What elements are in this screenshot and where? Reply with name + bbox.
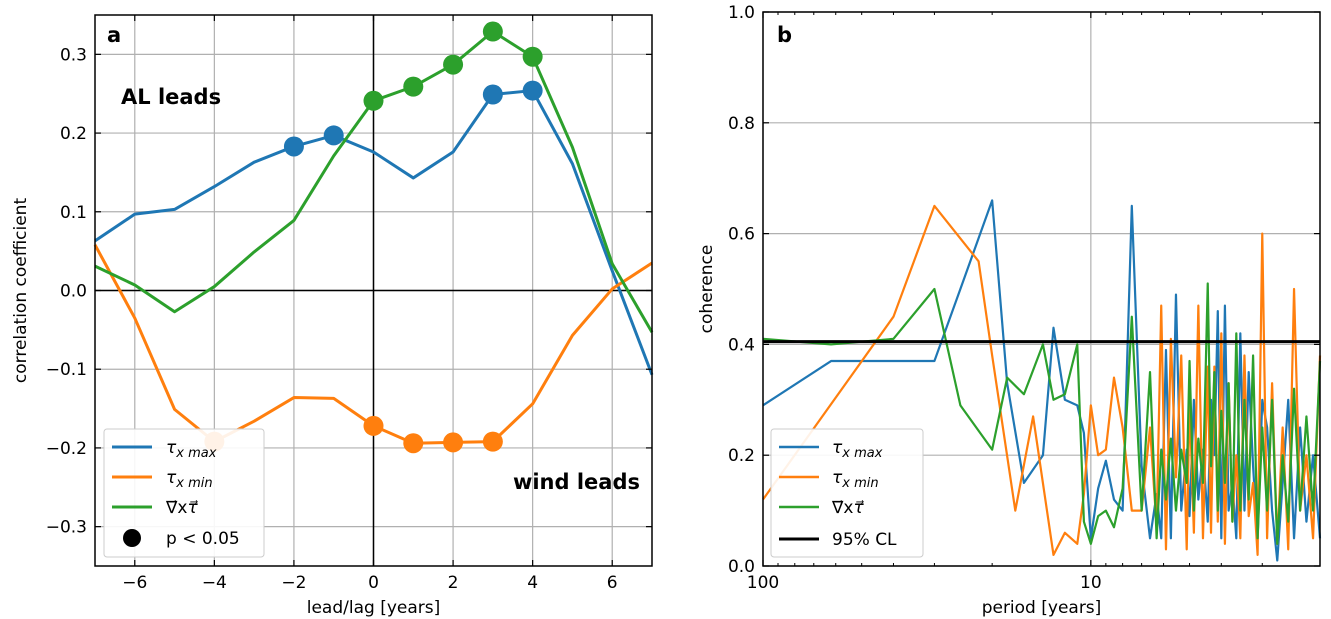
- a-legend: τx max τx min ∇⃗xτ⃗ p < 0.05: [103, 428, 265, 558]
- a-legend-label: τx max: [166, 438, 217, 461]
- b-ytick-label: 0.6: [728, 225, 755, 245]
- a-legend-marker: [123, 529, 141, 547]
- a-xtick-label: −4: [202, 573, 227, 593]
- a-significant-point: [363, 415, 384, 436]
- a-legend-box: [103, 428, 265, 558]
- a-ylabel: correlation coefficient: [11, 198, 31, 384]
- b-legend-cl-label: 95% CL: [832, 530, 897, 550]
- a-significant-point: [403, 76, 424, 97]
- a-legend-label: ∇⃗xτ⃗: [165, 498, 198, 518]
- a-ytick-label: −0.2: [46, 439, 87, 459]
- a-xtick-label: 4: [527, 573, 538, 593]
- b-legend-label: τx max: [832, 438, 883, 461]
- a-xtick-label: 6: [607, 573, 618, 593]
- a-significant-point: [482, 84, 503, 105]
- b-legend: τx max τx min ∇⃗xτ⃗ 95% CL: [770, 428, 924, 558]
- panel-a: −6 −4 −2 0 2 4 6 −0.3 −0.2 −0.1 0.0 0.1 0.2 0.3 lead/l…: [11, 14, 654, 618]
- b-ytick-label: 1.0: [728, 3, 755, 23]
- a-significant-point: [522, 46, 543, 67]
- a-xtick-label: −6: [122, 573, 147, 593]
- b-legend-label: τx min: [832, 468, 879, 491]
- a-significant-point: [443, 432, 464, 453]
- a-ytick-label: −0.3: [46, 518, 87, 538]
- a-ytick-label: 0.0: [60, 282, 87, 302]
- b-xlabel: period [years]: [982, 598, 1102, 618]
- a-legend-label: τx min: [166, 468, 213, 491]
- a-significant-point: [363, 90, 384, 111]
- b-panel-label: b: [777, 23, 792, 47]
- a-ytick-label: 0.1: [60, 203, 87, 223]
- b-axes-frame: [762, 11, 1321, 567]
- a-ytick-label: 0.2: [60, 124, 87, 144]
- b-ylabel: coherence: [697, 245, 717, 334]
- b-ytick-label: 0.0: [728, 557, 755, 577]
- b-ytick-label: 0.8: [728, 114, 755, 134]
- b-legend-label: ∇⃗xτ⃗: [831, 498, 864, 518]
- a-legend-marker-label: p < 0.05: [166, 529, 240, 549]
- a-ytick-label: 0.3: [60, 45, 87, 65]
- b-series-line-1: [762, 204, 1322, 557]
- b-xtick-label: 100: [747, 573, 779, 593]
- a-ytick-label: −0.1: [46, 360, 87, 380]
- a-significant-point: [283, 136, 304, 157]
- annotation-wind-leads: wind leads: [513, 470, 640, 494]
- b-series-line-2: [762, 282, 1322, 545]
- a-xlabel: lead/lag [years]: [307, 598, 441, 618]
- a-panel-label: a: [107, 23, 121, 47]
- a-series-line-0: [94, 89, 654, 376]
- b-ytick-label: 0.2: [728, 446, 755, 466]
- b-xtick-label: 10: [1080, 573, 1102, 593]
- annotation-al-leads: AL leads: [121, 85, 221, 109]
- a-xtick-label: −2: [281, 573, 306, 593]
- panel-b: 100 10 0.0 0.2 0.4 0.6 0.8 1.0 period [years] coh…: [697, 3, 1322, 618]
- a-significant-point: [443, 54, 464, 75]
- a-significant-point: [323, 125, 344, 146]
- a-significant-point: [403, 433, 424, 454]
- a-xtick-label: 0: [368, 573, 379, 593]
- a-significant-point: [482, 431, 503, 452]
- a-significant-point: [482, 21, 503, 42]
- b-ytick-label: 0.4: [728, 335, 755, 355]
- a-significant-point: [522, 80, 543, 101]
- b-legend-box: [770, 428, 924, 558]
- a-xtick-label: 2: [448, 573, 459, 593]
